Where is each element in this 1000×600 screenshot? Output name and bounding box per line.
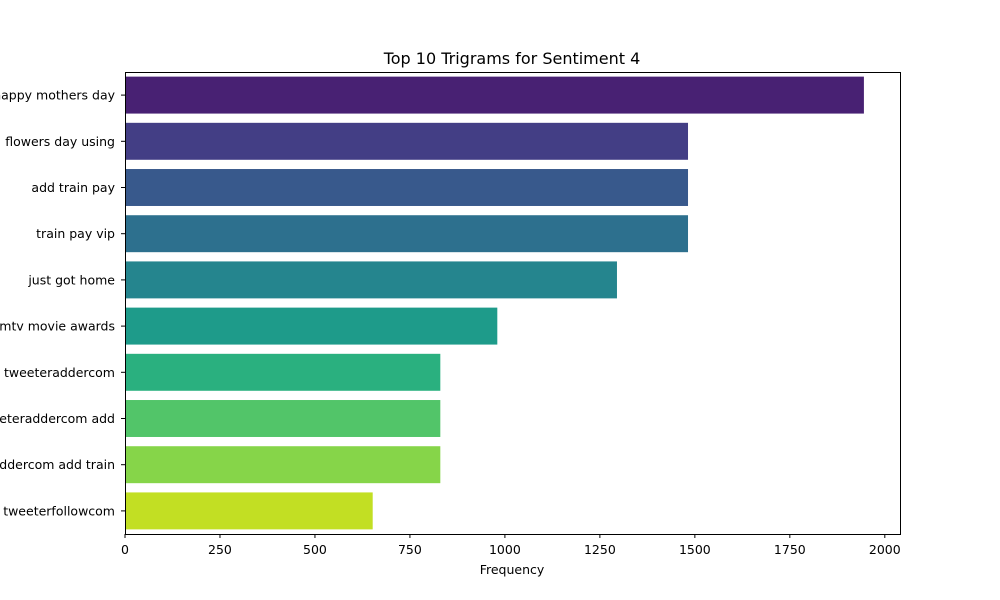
x-axis-label: Frequency <box>480 562 545 577</box>
bar-7 <box>125 353 441 391</box>
x-tick-label: 250 <box>208 542 232 557</box>
chart-title: Top 10 Trigrams for Sentiment 4 <box>383 49 641 68</box>
bar-1 <box>125 76 864 114</box>
x-tick-label: 1750 <box>774 542 806 557</box>
bar-2 <box>125 122 689 160</box>
y-tick-label: train pay vip <box>36 226 115 241</box>
y-tick-label: happy mothers day <box>0 88 116 103</box>
bar-9 <box>125 446 441 484</box>
y-tick-label: mtv movie awards <box>0 319 115 334</box>
bar-8 <box>125 400 441 437</box>
bar-4 <box>125 215 689 253</box>
x-tick-label: 0 <box>121 542 129 557</box>
y-tick-label: tweeteraddercom add <box>0 411 115 426</box>
y-tick-label: add train pay <box>31 180 115 195</box>
x-tick-label: 1250 <box>584 542 616 557</box>
bar-6 <box>125 307 498 345</box>
x-axis-ticks: 0 250 500 750 1000 1250 1500 1750 2000 <box>121 534 901 557</box>
bar-10 <box>125 492 373 530</box>
y-tick-label: just got home <box>27 272 115 287</box>
y-tick-label: tweeteraddercom <box>4 365 115 380</box>
bar-3 <box>125 169 689 206</box>
x-tick-label: 1000 <box>489 542 521 557</box>
x-tick-label: 2000 <box>869 542 901 557</box>
y-tick-label: tweeteraddercom add train <box>0 457 115 472</box>
x-tick-label: 1500 <box>679 542 711 557</box>
y-axis-ticks: happy mothers day flowers day using add tr… <box>0 88 125 518</box>
x-tick-label: 500 <box>303 542 327 557</box>
plot-frame <box>125 72 901 535</box>
bars-group <box>125 76 864 530</box>
y-tick-label: flowers day using <box>5 134 115 149</box>
y-tick-label: tweeterfollowcom <box>3 503 115 518</box>
x-tick-label: 750 <box>398 542 422 557</box>
bar-5 <box>125 261 617 299</box>
